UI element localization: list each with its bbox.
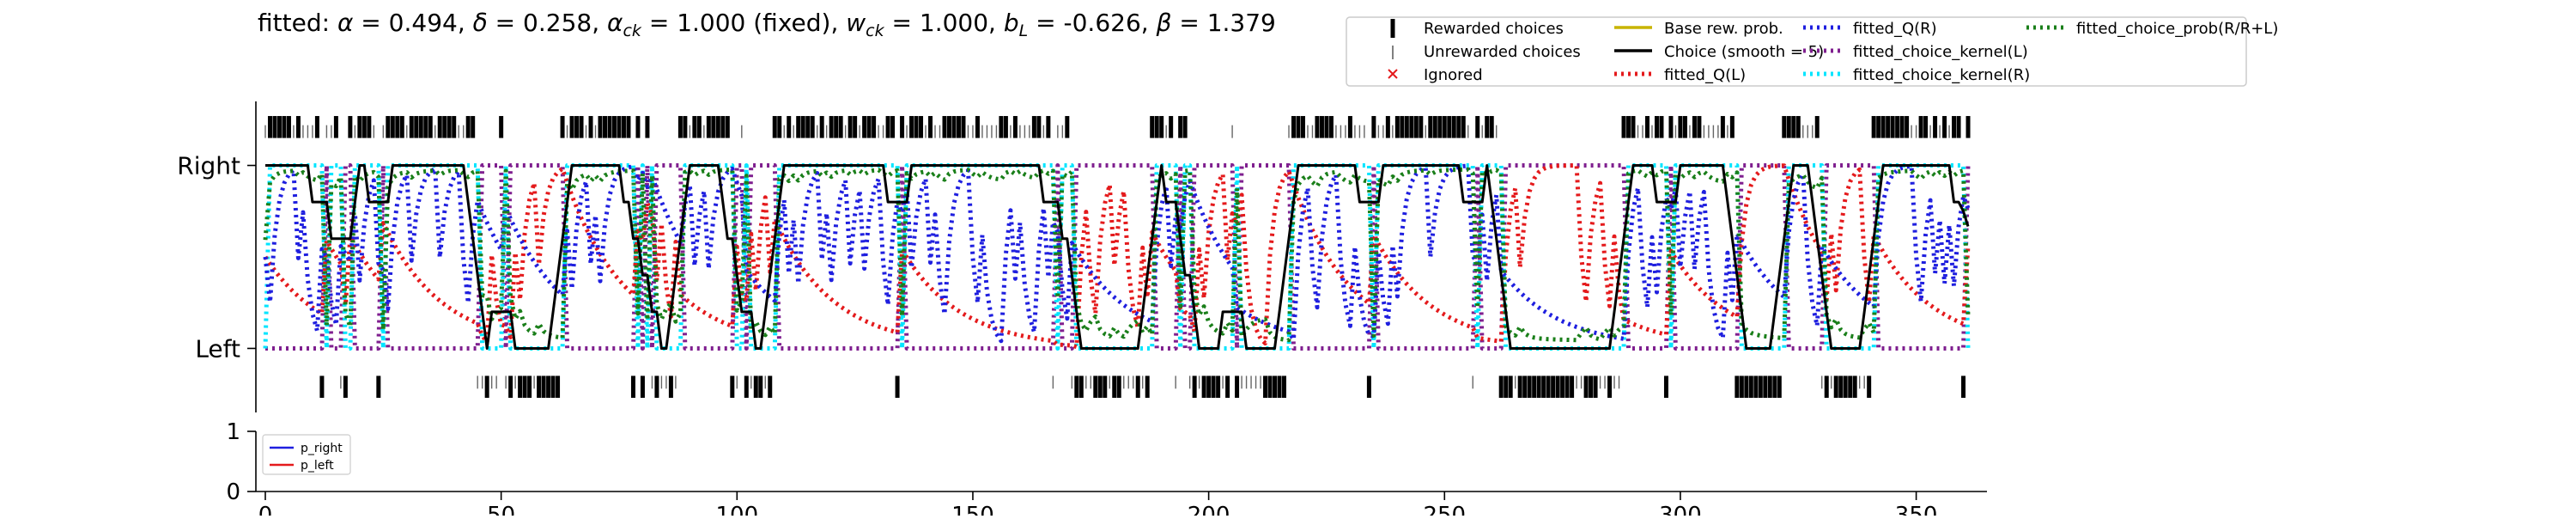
title-part: b bbox=[1004, 9, 1019, 37]
legend-label: fitted_Q(L) bbox=[1664, 66, 1746, 84]
series-choice-kernel-right bbox=[263, 163, 1971, 351]
series-choice-kernel-left bbox=[265, 163, 1971, 351]
x-tick-label: 350 bbox=[1895, 503, 1938, 516]
bottom-y-tick-label: 0 bbox=[226, 479, 240, 505]
series-q-right bbox=[263, 163, 1971, 344]
x-tick-label: 100 bbox=[715, 503, 758, 516]
legend-item: Base rew. prob. bbox=[1614, 20, 1783, 38]
bottom-legend: p_right p_left bbox=[262, 434, 351, 475]
title-part: w bbox=[846, 9, 866, 37]
y-tick-label-right: Right bbox=[177, 152, 240, 180]
y-tick-label-left: Left bbox=[195, 334, 240, 363]
title-part: α bbox=[607, 9, 623, 37]
series-lines bbox=[263, 163, 1971, 351]
title-part: δ bbox=[473, 9, 488, 37]
x-tick-label: 250 bbox=[1423, 503, 1466, 516]
legend-item: Ignored bbox=[1388, 66, 1483, 84]
legend-item: Choice (smooth = 5) bbox=[1614, 43, 1824, 61]
main-y-ticks: Left Right bbox=[177, 152, 256, 363]
legend-label: fitted_choice_kernel(R) bbox=[1853, 66, 2030, 84]
title-part: = -0.626, bbox=[1028, 9, 1156, 37]
series-choice-prob bbox=[263, 167, 1971, 343]
title-part: α bbox=[337, 9, 354, 37]
x-tick-label: 0 bbox=[258, 503, 273, 516]
title-part: ck bbox=[866, 21, 884, 40]
legend: Rewarded choices Unrewarded choices Ignore… bbox=[1346, 16, 2278, 87]
title-part: L bbox=[1019, 21, 1029, 40]
x-tick-label: 300 bbox=[1659, 503, 1702, 516]
title-part: = 0.258, bbox=[488, 9, 607, 37]
bottom-legend-label: p_right bbox=[301, 442, 343, 455]
legend-label: fitted_Q(R) bbox=[1853, 20, 1937, 38]
legend-item: fitted_choice_kernel(R) bbox=[1803, 66, 2030, 84]
legend-item: Unrewarded choices bbox=[1392, 43, 1581, 61]
series-choice-smooth bbox=[265, 164, 1970, 350]
title-part: fitted: bbox=[258, 9, 337, 37]
bottom-legend-label: p_left bbox=[301, 459, 334, 473]
title-part: = 1.000 (fixed), bbox=[641, 9, 846, 37]
legend-item: fitted_Q(R) bbox=[1803, 20, 1937, 38]
legend-label: Base rew. prob. bbox=[1664, 20, 1783, 38]
legend-item: fitted_Q(L) bbox=[1614, 66, 1746, 84]
legend-label: Choice (smooth = 5) bbox=[1664, 43, 1824, 61]
legend-label: fitted_choice_prob(R/R+L) bbox=[2076, 20, 2278, 38]
legend-label: Ignored bbox=[1424, 66, 1483, 84]
legend-box bbox=[1346, 16, 2247, 87]
legend-label: Rewarded choices bbox=[1424, 20, 1564, 38]
title-part: β bbox=[1156, 9, 1172, 37]
legend-item: fitted_choice_prob(R/R+L) bbox=[2026, 20, 2278, 38]
legend-item: fitted_choice_kernel(L) bbox=[1803, 43, 2028, 61]
x-tick-label: 50 bbox=[487, 503, 515, 516]
legend-swatch bbox=[1388, 69, 1398, 79]
x-tick-label: 150 bbox=[951, 503, 994, 516]
legend-label: Unrewarded choices bbox=[1424, 43, 1581, 61]
choice-marks bbox=[264, 116, 1971, 398]
x-tick-label: 200 bbox=[1188, 503, 1230, 516]
bottom-y-tick-label: 1 bbox=[226, 419, 240, 445]
title-part: = 1.379 bbox=[1171, 9, 1275, 37]
series-q-left bbox=[263, 163, 1971, 350]
bottom-ticks: 0 50 100 150 200 250 300 350 0 1 bbox=[226, 419, 1938, 519]
title-part: = 1.000, bbox=[884, 9, 1004, 37]
title-part: ck bbox=[623, 21, 641, 40]
title-part: = 0.494, bbox=[353, 9, 472, 37]
legend-item: Rewarded choices bbox=[1390, 19, 1564, 38]
legend-label: fitted_choice_kernel(L) bbox=[1853, 43, 2028, 61]
chart-title: fitted: α = 0.494, δ = 0.258, αck = 1.00… bbox=[258, 9, 1276, 40]
